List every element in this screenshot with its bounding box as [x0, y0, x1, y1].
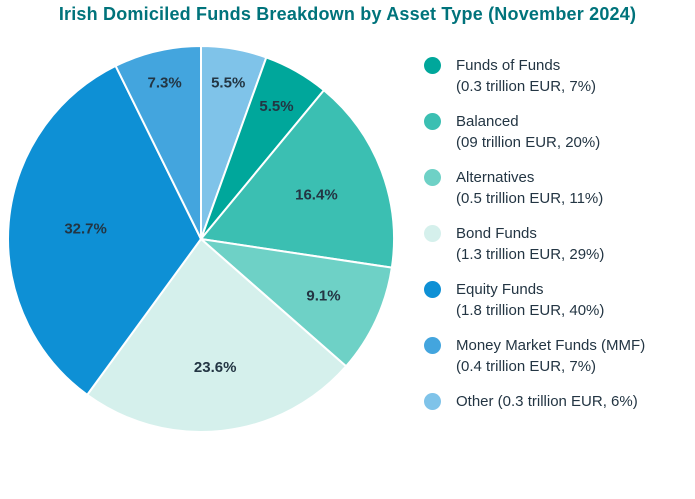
- pie-slice-equity-funds: [7, 64, 202, 396]
- pie-slice-money-market-funds-mmf: [114, 45, 202, 240]
- legend-swatch-other-icon: [424, 393, 441, 410]
- legend-label: Equity Funds: [456, 281, 544, 298]
- legend-swatch-alternatives-icon: [424, 169, 441, 186]
- legend-value: (0.4 trillion EUR, 7%): [456, 358, 597, 375]
- chart-title: Irish Domiciled Funds Breakdown by Asset…: [58, 4, 637, 24]
- pie-slice-balanced: [200, 89, 395, 269]
- legend-value: (0.5 trillion EUR, 11%): [456, 190, 604, 207]
- legend-swatch-balanced-icon: [424, 113, 441, 130]
- legend-value: (09 trillion EUR, 20%): [456, 134, 601, 151]
- legend-item-bond-funds: Bond Funds (1.3 trillion EUR, 29%): [424, 223, 645, 265]
- legend: Funds of Funds (0.3 trillion EUR, 7%) Ba…: [424, 55, 645, 426]
- pie-slice-alternatives: [200, 238, 393, 368]
- legend-item-funds-of-funds: Funds of Funds (0.3 trillion EUR, 7%): [424, 55, 645, 97]
- legend-item-money-market-funds: Money Market Funds (MMF) (0.4 trillion E…: [424, 335, 645, 377]
- legend-value: (1.3 trillion EUR, 29%): [456, 246, 605, 263]
- legend-label: Balanced: [456, 113, 519, 130]
- legend-label: Bond Funds: [456, 225, 537, 242]
- legend-item-equity-funds: Equity Funds (1.8 trillion EUR, 40%): [424, 279, 645, 321]
- legend-item-balanced: Balanced (09 trillion EUR, 20%): [424, 111, 645, 153]
- legend-label: Other (0.3 trillion EUR, 6%): [456, 393, 638, 410]
- pie-slice-bond-funds: [86, 238, 348, 433]
- legend-value: (1.8 trillion EUR, 40%): [456, 302, 605, 319]
- legend-label: Money Market Funds (MMF): [456, 337, 646, 354]
- legend-swatch-money-market-funds-icon: [424, 337, 441, 354]
- legend-label: Alternatives: [456, 169, 535, 186]
- legend-swatch-equity-funds-icon: [424, 281, 441, 298]
- legend-swatch-funds-of-funds-icon: [424, 57, 441, 74]
- legend-label: Funds of Funds: [456, 57, 561, 74]
- legend-item-other: Other (0.3 trillion EUR, 6%): [424, 391, 645, 412]
- pie-chart: 5.5%5.5%16.4%9.1%23.6%32.7%7.3%: [7, 45, 395, 433]
- legend-item-alternatives: Alternatives (0.5 trillion EUR, 11%): [424, 167, 645, 209]
- legend-value: (0.3 trillion EUR, 7%): [456, 78, 597, 95]
- legend-swatch-bond-funds-icon: [424, 225, 441, 242]
